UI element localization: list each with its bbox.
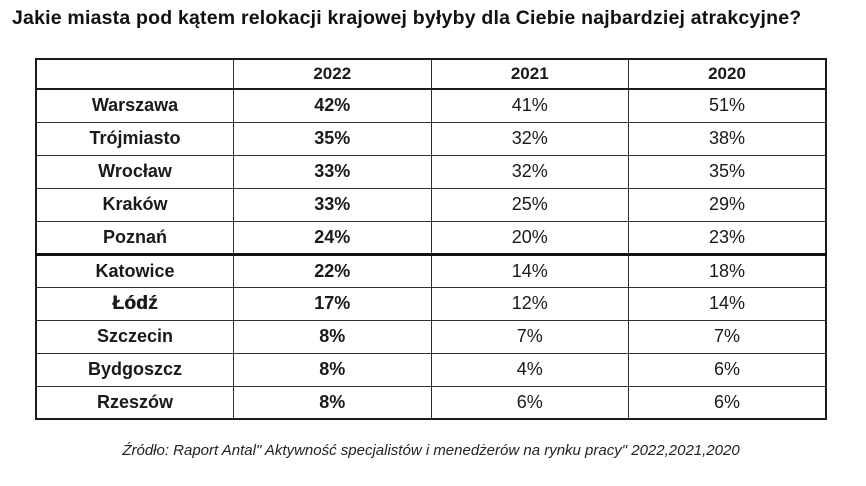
value-2021: 12% <box>430 286 629 321</box>
value-2022: 33% <box>233 187 432 222</box>
header-city <box>35 58 234 90</box>
header-2021: 2021 <box>430 58 629 90</box>
city-name: Warszawa <box>35 88 234 123</box>
value-2021: 20% <box>430 220 629 255</box>
table-row: Trójmiasto 35% 32% 38% <box>35 121 827 156</box>
value-2021: 6% <box>430 385 629 420</box>
value-2020: 18% <box>628 252 827 288</box>
table-row: Łódź 17% 12% 14% <box>35 286 827 321</box>
city-name: Katowice <box>35 252 234 288</box>
value-2020: 29% <box>628 187 827 222</box>
value-2021: 32% <box>430 121 629 156</box>
value-2022: 35% <box>233 121 432 156</box>
table-row: Szczecin 8% 7% 7% <box>35 319 827 354</box>
table-row: Warszawa 42% 41% 51% <box>35 88 827 123</box>
value-2020: 35% <box>628 154 827 189</box>
city-name: Szczecin <box>35 319 234 354</box>
value-2021: 25% <box>430 187 629 222</box>
table-row: Bydgoszcz 8% 4% 6% <box>35 352 827 387</box>
value-2022: 33% <box>233 154 432 189</box>
value-2021: 4% <box>430 352 629 387</box>
value-2020: 38% <box>628 121 827 156</box>
city-name: Rzeszów <box>35 385 234 420</box>
page-title: Jakie miasta pod kątem relokacji krajowe… <box>12 7 802 29</box>
value-2020: 23% <box>628 220 827 255</box>
value-2020: 51% <box>628 88 827 123</box>
value-2022: 8% <box>233 319 432 354</box>
city-name: Kraków <box>35 187 234 222</box>
city-name: Bydgoszcz <box>35 352 234 387</box>
value-2021: 32% <box>430 154 629 189</box>
value-2021: 41% <box>430 88 629 123</box>
city-name: Poznań <box>35 220 234 255</box>
value-2022: 24% <box>233 220 432 255</box>
table-row: Rzeszów 8% 6% 6% <box>35 385 827 420</box>
relocation-table: 2022 2021 2020 Warszawa 42% 41% 51% Trój… <box>35 58 827 420</box>
value-2022: 42% <box>233 88 432 123</box>
value-2022: 8% <box>233 385 432 420</box>
value-2020: 14% <box>628 286 827 321</box>
header-row: 2022 2021 2020 <box>35 58 827 90</box>
source-caption: Źródło: Raport Antal" Aktywność specjali… <box>122 442 740 459</box>
header-2020: 2020 <box>628 58 827 90</box>
value-2021: 14% <box>430 252 629 288</box>
value-2021: 7% <box>430 319 629 354</box>
header-2022: 2022 <box>233 58 432 90</box>
value-2020: 7% <box>628 319 827 354</box>
value-2020: 6% <box>628 385 827 420</box>
value-2022: 22% <box>233 252 432 288</box>
city-name: Wrocław <box>35 154 234 189</box>
city-name: Trójmiasto <box>35 121 234 156</box>
table-header: 2022 2021 2020 <box>35 58 827 90</box>
table-row: Poznań 24% 20% 23% <box>35 220 827 255</box>
value-2022: 17% <box>233 286 432 321</box>
table-row: Katowice 22% 14% 18% <box>35 252 827 288</box>
table-row: Wrocław 33% 32% 35% <box>35 154 827 189</box>
city-name: Łódź <box>35 286 234 321</box>
table-row: Kraków 33% 25% 29% <box>35 187 827 222</box>
value-2022: 8% <box>233 352 432 387</box>
value-2020: 6% <box>628 352 827 387</box>
